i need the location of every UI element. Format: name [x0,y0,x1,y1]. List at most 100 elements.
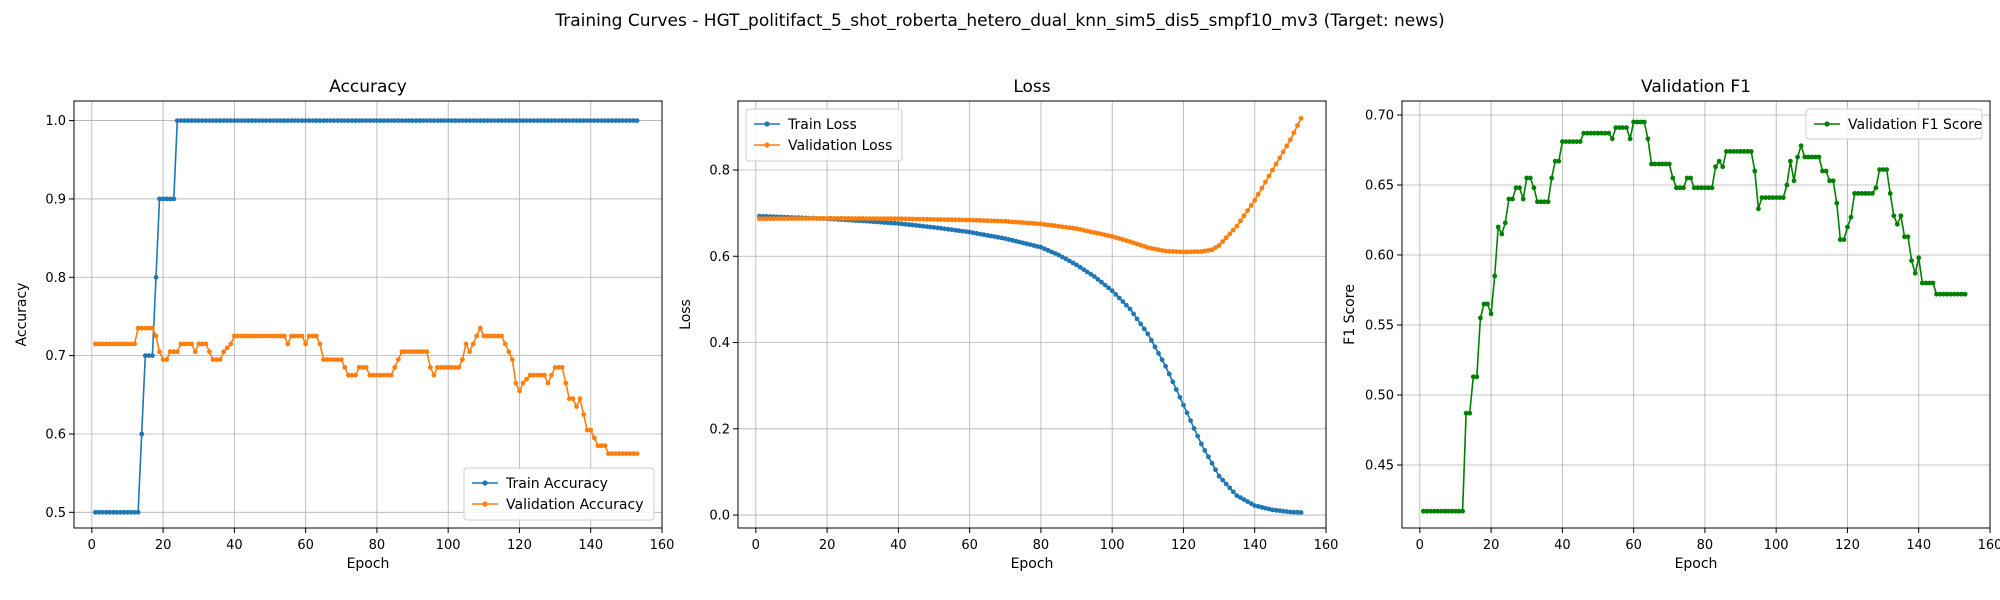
data-point [264,118,269,123]
data-point [1955,291,1961,297]
data-point [349,372,355,378]
data-point [1070,260,1076,266]
data-point [385,372,390,378]
data-point [595,443,601,449]
data-point [856,216,862,221]
data-point [328,118,333,123]
data-point [552,365,558,370]
data-point [338,357,344,362]
data-point [1798,143,1804,149]
data-point [1056,252,1062,258]
data-point [1520,196,1526,202]
data-point [267,333,273,339]
data-point [885,220,891,226]
validation-f1-score-markers [1421,119,1968,514]
data-point [271,333,276,339]
data-point [235,118,241,123]
legend: Validation F1 Score [1805,108,1983,140]
data-point [1456,508,1462,514]
x-tick-label: 140 [1242,538,1267,553]
data-point [1202,448,1208,453]
data-point [1731,149,1736,154]
data-point [774,216,780,222]
data-point [1270,507,1275,513]
data-point [1424,508,1430,514]
data-point [581,118,586,123]
data-point [1141,326,1147,332]
validation-f1-panel: 0 20 40 60 80 100 120 140 160 0.45 0.50 0.55 0.60 0.6… [1342,77,2000,572]
data-point [1784,182,1790,188]
data-point [970,217,976,223]
data-point [1213,245,1218,251]
data-point [767,216,773,222]
y-tick-label: 0.6 [709,250,730,265]
data-point [1666,161,1672,167]
data-point [1024,220,1030,226]
data-point [1074,262,1079,268]
data-point [217,118,223,123]
data-point [913,216,919,222]
data-point [584,427,590,433]
data-point [1428,508,1433,514]
data-point [899,216,905,222]
data-point [627,451,633,456]
legend: Train Loss Validation Loss [745,108,903,162]
data-point [424,118,430,123]
data-point [452,365,458,370]
data-point [321,118,326,123]
data-point [1602,130,1608,136]
data-point [249,118,255,123]
legend-marker [482,480,488,486]
data-point [210,357,216,362]
data-point [1923,280,1929,286]
data-point [410,118,415,123]
data-point [1937,291,1943,297]
data-point [634,118,640,123]
legend-entry: Validation Accuracy [506,497,644,513]
data-point [792,216,798,221]
data-point [103,341,109,347]
data-point [1031,221,1037,226]
data-point [1912,270,1918,276]
axes-frame [737,100,1327,529]
data-point [296,333,301,339]
data-point [1677,185,1683,191]
data-point [888,220,894,226]
data-point [1063,224,1069,230]
data-point [160,196,166,202]
data-point [381,118,387,123]
data-point [374,372,380,378]
data-point [1099,231,1104,237]
data-point [838,216,844,221]
data-point [474,118,480,123]
legend: Train Accuracy Validation Accuracy [463,467,655,521]
data-point [278,118,284,123]
data-point [1284,143,1290,149]
data-point [1435,508,1440,514]
data-point [1727,149,1733,154]
data-point [606,451,611,456]
data-point [1113,292,1119,297]
data-point [1919,280,1925,286]
legend-marker [482,501,488,507]
x-tick-label: 140 [578,538,603,553]
data-point [531,372,537,378]
data-point [335,118,341,123]
data-point [199,341,205,347]
data-point [1195,249,1201,255]
data-point [367,118,373,123]
validation-accuracy-markers [93,325,640,456]
data-point [214,357,219,362]
data-point [913,223,919,228]
data-point [945,226,951,232]
data-point [835,216,841,221]
data-point [1795,154,1800,160]
data-point [1809,154,1815,160]
data-point [1759,195,1765,201]
data-point [1734,149,1740,154]
data-point [545,118,551,123]
data-point [1453,508,1458,514]
data-point [310,118,316,123]
data-point [1177,394,1183,400]
